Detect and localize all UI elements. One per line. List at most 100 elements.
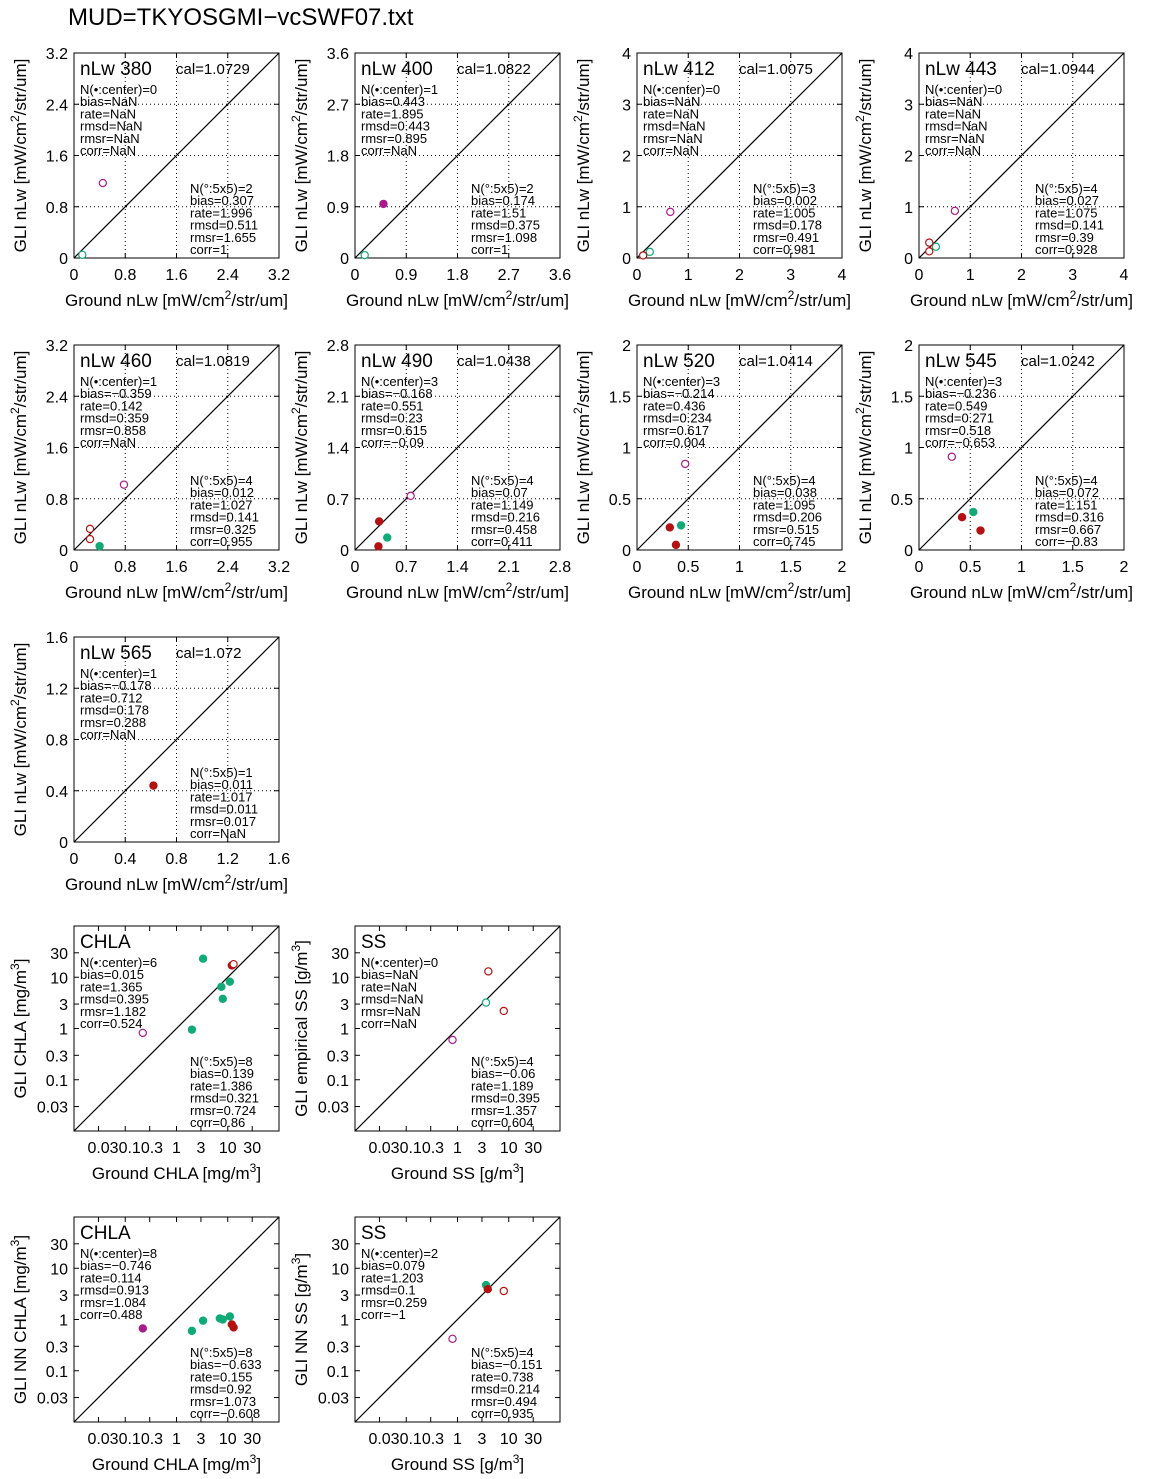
- x-tick-label: 2.8: [549, 559, 571, 576]
- x-tick-label: 1.5: [1062, 559, 1084, 576]
- y-tick-label: 2.7: [327, 97, 349, 114]
- x-tick-label: 0.9: [395, 267, 417, 284]
- one-to-one-line: [73, 636, 280, 843]
- panel-title: nLw 565: [80, 643, 152, 664]
- stat-center: rmsr=NaN: [361, 1004, 421, 1019]
- y-tick-label: 30: [331, 1237, 349, 1254]
- x-tick-label: 1: [1017, 559, 1026, 576]
- stat-center: corr=NaN: [361, 1016, 417, 1031]
- data-point: [483, 1285, 492, 1294]
- stat-box: rate=1.151: [1035, 497, 1098, 512]
- stat-center: corr=0.004: [643, 435, 706, 450]
- y-tick-label: 0: [904, 543, 913, 560]
- x-tick-label: 3: [1068, 267, 1077, 284]
- y-axis-label: GLI nLw [mW/cm2/str/um]: [853, 351, 875, 545]
- y-tick-label: 1.5: [609, 389, 631, 406]
- x-tick-label: 2: [1120, 559, 1129, 576]
- stat-center: bias=NaN: [361, 967, 418, 982]
- stat-center: rmsr=NaN: [643, 131, 703, 146]
- x-axis-label: Ground nLw [mW/cm2/str/um]: [346, 580, 569, 602]
- y-axis-label: GLI empirical SS [g/m3]: [289, 940, 311, 1117]
- x-tick-label: 0.030.10.3: [368, 1140, 444, 1157]
- y-tick-label: 0.3: [327, 1339, 349, 1356]
- stat-box: rmsr=1.073: [190, 1394, 256, 1409]
- chart-panel-9: 0 0.4 0.8 1.2 1.6 0 0.4 0.8 1.2 1.6 nLw 565 cal=1.0…: [8, 630, 290, 894]
- x-axis-label: Ground nLw [mW/cm2/str/um]: [65, 872, 288, 894]
- stat-center: bias=−0.359: [80, 386, 152, 401]
- x-axis-label: Ground nLw [mW/cm2/str/um]: [65, 288, 288, 310]
- one-to-one-line: [636, 344, 843, 551]
- y-tick-label: 3: [59, 997, 68, 1014]
- x-tick-label: 2.4: [217, 267, 239, 284]
- x-tick-label: 3: [196, 1431, 205, 1448]
- stat-box: rate=1.149: [471, 497, 534, 512]
- x-tick-label: 3: [786, 267, 795, 284]
- y-tick-label: 30: [50, 1237, 68, 1254]
- stat-box: N(°:5x5)=3: [753, 181, 816, 196]
- x-tick-label: 1.6: [268, 851, 290, 868]
- x-tick-label: 3.2: [268, 267, 290, 284]
- stat-box: corr=0.411: [471, 534, 533, 549]
- stat-box: bias=0.012: [190, 485, 254, 500]
- y-tick-label: 0.5: [609, 492, 631, 509]
- x-tick-label: 0: [915, 559, 924, 576]
- stat-center: bias=NaN: [80, 94, 137, 109]
- data-point: [218, 994, 227, 1003]
- x-axis-label: Ground SS [g/m3]: [391, 1452, 524, 1474]
- stat-box: N(°:5x5)=2: [190, 181, 253, 196]
- y-tick-label: 1: [340, 1313, 349, 1330]
- stat-box: rate=1.027: [190, 497, 253, 512]
- y-tick-label: 2: [904, 149, 913, 166]
- stat-box: rmsr=0.325: [190, 522, 256, 537]
- y-tick-label: 2: [904, 338, 913, 355]
- stat-center: corr=NaN: [925, 143, 981, 158]
- stat-box: bias=0.174: [471, 193, 535, 208]
- stat-center: N(•:center)=3: [925, 374, 1002, 389]
- stat-box: bias=0.038: [753, 485, 817, 500]
- x-tick-label: 0: [351, 559, 360, 576]
- y-tick-label: 30: [50, 946, 68, 963]
- x-tick-label: 10: [500, 1140, 518, 1157]
- y-tick-label: 3.2: [46, 338, 68, 355]
- panel-title: nLw 545: [925, 351, 997, 372]
- stat-center: rmsr=0.858: [80, 423, 146, 438]
- stat-box: rate=1.005: [753, 205, 816, 220]
- stat-center: N(•:center)=2: [361, 1246, 438, 1261]
- y-tick-label: 3: [340, 1288, 349, 1305]
- x-tick-label: 2: [1017, 267, 1026, 284]
- stat-box: N(°:5x5)=4: [1035, 473, 1098, 488]
- stat-center: rate=NaN: [80, 106, 136, 121]
- y-tick-label: 0.03: [318, 1100, 349, 1117]
- stat-box: rmsd=0.141: [190, 510, 259, 525]
- y-tick-label: 0.9: [327, 200, 349, 217]
- data-point: [225, 977, 235, 986]
- stat-box: rmsr=0.515: [753, 522, 819, 537]
- data-point: [360, 250, 369, 260]
- x-tick-label: 10: [500, 1431, 518, 1448]
- x-tick-label: 1.8: [446, 267, 468, 284]
- y-tick-label: 10: [331, 970, 349, 987]
- x-tick-label: 3: [477, 1140, 486, 1157]
- stat-center: N(•:center)=1: [80, 666, 157, 681]
- y-tick-label: 0.3: [327, 1048, 349, 1065]
- panel-title: nLw 400: [361, 59, 433, 80]
- y-tick-label: 0.3: [46, 1339, 68, 1356]
- y-tick-label: 1: [904, 441, 913, 458]
- x-tick-label: 0.8: [114, 267, 136, 284]
- stat-center: rate=0.142: [80, 398, 143, 413]
- y-axis-label: GLI nLw [mW/cm2/str/um]: [571, 351, 593, 545]
- y-tick-label: 0.1: [327, 1364, 349, 1381]
- data-point: [448, 1035, 457, 1045]
- data-point: [218, 1315, 227, 1324]
- x-tick-label: 0.8: [114, 559, 136, 576]
- stat-center: rate=1.895: [361, 106, 424, 121]
- stat-box: rmsr=0.491: [753, 230, 819, 245]
- x-tick-label: 0.5: [677, 559, 699, 576]
- stat-box: rate=1.189: [471, 1078, 534, 1093]
- data-point: [925, 238, 934, 247]
- y-tick-label: 1.2: [46, 681, 68, 698]
- y-tick-label: 1: [59, 1313, 68, 1330]
